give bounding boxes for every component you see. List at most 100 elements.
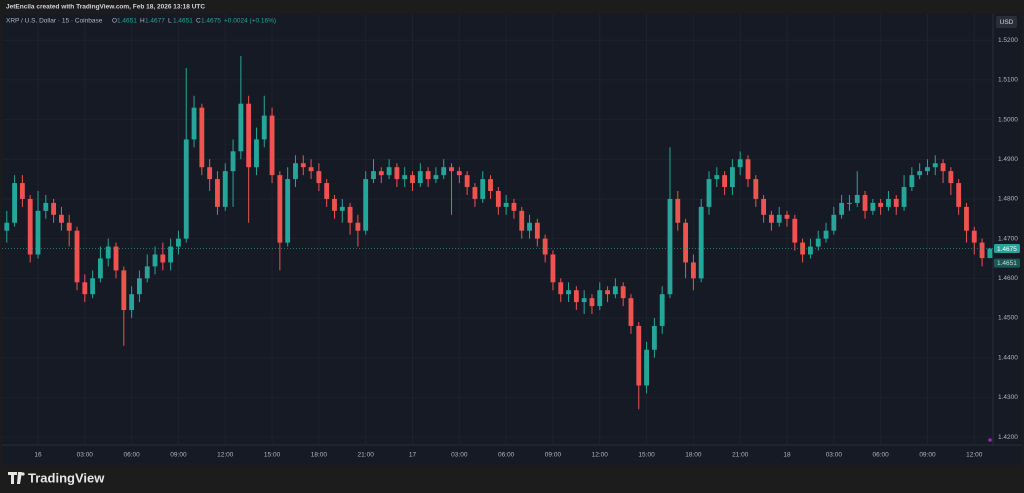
y-tick-label: 1.4700 — [998, 235, 1018, 242]
x-tick-label: 15:00 — [638, 452, 655, 459]
candle-body — [854, 194, 860, 203]
candle-body — [183, 139, 189, 239]
candle-body — [394, 167, 400, 180]
candle-body — [901, 187, 907, 207]
candle-body — [495, 191, 501, 207]
candle-body — [792, 218, 798, 243]
y-tick-label: 1.5000 — [998, 116, 1018, 123]
y-tick-label: 1.4400 — [998, 354, 1018, 361]
candle-body — [371, 171, 376, 180]
candle-body — [90, 278, 96, 295]
legend-ohlc-key: C — [196, 18, 201, 25]
header-text: JetEncila created with TradingView.com, … — [6, 4, 205, 11]
candle-body — [542, 238, 548, 255]
candle-body — [745, 159, 751, 180]
candle-body — [449, 167, 454, 172]
candle-body — [129, 294, 135, 311]
candle-body — [979, 242, 985, 259]
legend-change: +0.0024 (+0.16%) — [224, 18, 276, 25]
x-tick-label: 12:00 — [217, 452, 234, 459]
candle-body — [261, 115, 267, 140]
logo-mark — [8, 472, 22, 484]
candle-body — [932, 163, 938, 168]
candle-body — [269, 115, 275, 176]
candle-body — [847, 202, 852, 204]
y-tick-label: 1.4300 — [998, 394, 1018, 401]
x-tick-label: 16 — [34, 452, 42, 459]
candle-body — [971, 230, 977, 243]
candle-body — [402, 175, 408, 180]
legend-ohlc-value: 1.4651 — [173, 18, 193, 25]
candle-body — [581, 298, 587, 303]
open-price-box — [994, 258, 1020, 268]
candle-body — [316, 171, 322, 184]
currency-label[interactable]: USD — [1000, 19, 1014, 26]
x-tick-label: 06:00 — [873, 452, 890, 459]
candle-body — [519, 210, 525, 231]
x-tick-label: 03:00 — [451, 452, 468, 459]
candle-body — [612, 286, 618, 295]
candle-body — [97, 258, 103, 279]
x-tick-label: 12:00 — [966, 452, 983, 459]
last-price-box — [994, 244, 1020, 254]
candle-body — [417, 171, 423, 184]
candle-body — [277, 175, 283, 243]
candle-body — [831, 214, 837, 231]
x-tick-label: 06:00 — [123, 452, 140, 459]
candle-body — [737, 159, 743, 168]
candle-body — [800, 242, 806, 255]
candle-body — [511, 202, 517, 211]
candle-body — [878, 202, 884, 207]
candle-body — [378, 171, 384, 176]
candle-body — [121, 270, 127, 311]
x-tick-label: 17 — [409, 452, 417, 459]
candle-body — [441, 167, 447, 176]
legend-ohlc-key: O — [112, 18, 117, 25]
candle-body — [386, 167, 392, 176]
footer-logo: TradingView — [8, 470, 105, 485]
candle-body — [105, 246, 111, 259]
candle-body — [605, 290, 610, 295]
logo-dot — [21, 472, 25, 476]
candle-body — [753, 179, 759, 199]
legend-ohlc-key: L — [168, 18, 172, 25]
candle-body — [425, 171, 431, 180]
candle-body — [488, 179, 493, 192]
candle-body — [893, 198, 899, 207]
x-tick-label: 18:00 — [685, 452, 702, 459]
legend-ohlc-value: 1.4677 — [145, 18, 165, 25]
candle-body — [363, 179, 369, 231]
candle-body — [222, 171, 228, 207]
candle-body — [675, 198, 681, 223]
candle-body — [464, 175, 470, 188]
candle-body — [176, 238, 181, 247]
candle-body — [355, 222, 361, 231]
candle-body — [215, 179, 220, 207]
candle-body — [137, 278, 142, 295]
candles — [4, 56, 993, 410]
candle-body — [886, 198, 891, 207]
candle-body — [683, 222, 689, 263]
candle-body — [589, 298, 595, 307]
candle-body — [152, 254, 158, 267]
candle-body — [690, 262, 696, 279]
candle-body — [839, 202, 845, 215]
candle-body — [82, 282, 88, 295]
y-tick-label: 1.4200 — [998, 434, 1018, 441]
x-tick-label: 03:00 — [77, 452, 94, 459]
candle-body — [659, 294, 665, 326]
candle-body — [815, 238, 821, 247]
x-tick-label: 03:00 — [826, 452, 843, 459]
candle-body — [308, 167, 314, 172]
candle-body — [168, 246, 174, 263]
candle-body — [550, 254, 556, 283]
candle-body — [808, 246, 813, 255]
footer-brand: TradingView — [28, 470, 105, 485]
candle-body — [293, 163, 298, 180]
x-tick-label: 18:00 — [311, 452, 328, 459]
candle-body — [246, 103, 252, 168]
y-tick-label: 1.4800 — [998, 196, 1018, 203]
currency-button[interactable] — [996, 16, 1017, 28]
last-price-label: 1.4675 — [997, 246, 1017, 253]
